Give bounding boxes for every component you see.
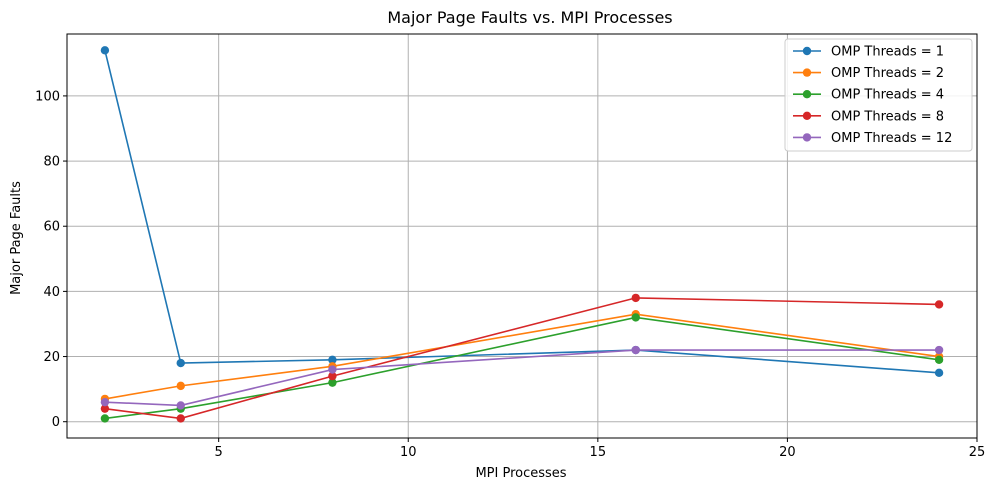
legend-label: OMP Threads = 2 bbox=[831, 66, 944, 81]
x-tick-label: 5 bbox=[215, 445, 223, 460]
series-5 bbox=[100, 345, 944, 410]
series-layer bbox=[100, 46, 944, 423]
data-point bbox=[100, 397, 110, 407]
data-point bbox=[328, 365, 337, 374]
y-tick-label: 60 bbox=[43, 220, 60, 235]
y-tick-label: 80 bbox=[43, 155, 60, 170]
data-point bbox=[934, 300, 944, 309]
legend-item: OMP Threads = 8 bbox=[793, 109, 944, 124]
legend-label: OMP Threads = 1 bbox=[831, 45, 944, 60]
legend-marker bbox=[802, 133, 812, 142]
x-tick-label: 25 bbox=[969, 445, 986, 460]
x-axis-label: MPI Processes bbox=[475, 466, 566, 481]
data-point bbox=[100, 414, 110, 423]
axis-ticks: 5 10 15 20 25 0 20 40 60 80 100 bbox=[35, 89, 985, 460]
y-tick-label: 100 bbox=[35, 89, 60, 104]
legend-label: OMP Threads = 12 bbox=[831, 131, 952, 146]
legend-item: OMP Threads = 12 bbox=[793, 131, 952, 146]
legend-label: OMP Threads = 4 bbox=[831, 88, 944, 103]
legend-marker bbox=[802, 68, 812, 77]
data-point bbox=[176, 401, 185, 410]
data-point bbox=[328, 371, 337, 381]
data-point bbox=[631, 313, 640, 322]
x-tick-label: 15 bbox=[590, 445, 607, 460]
data-point bbox=[631, 293, 640, 303]
legend-box bbox=[784, 38, 973, 152]
legend-marker bbox=[802, 90, 812, 99]
data-point bbox=[934, 355, 944, 365]
y-axis-label: Major Page Faults bbox=[9, 181, 24, 295]
chart-title: Major Page Faults vs. MPI Processes bbox=[387, 8, 672, 27]
legend-marker bbox=[802, 111, 812, 121]
legend-label: OMP Threads = 8 bbox=[831, 109, 944, 124]
legend-item: OMP Threads = 4 bbox=[793, 88, 944, 103]
series-line bbox=[104, 316, 940, 420]
y-tick-label: 20 bbox=[43, 350, 60, 365]
plot-area-frame bbox=[66, 33, 978, 439]
data-point bbox=[100, 46, 110, 55]
y-tick-label: 0 bbox=[52, 415, 60, 430]
data-point bbox=[176, 358, 185, 368]
x-tick-label: 10 bbox=[400, 445, 417, 460]
legend-item: OMP Threads = 2 bbox=[793, 66, 944, 81]
data-point bbox=[934, 368, 944, 378]
data-point bbox=[100, 404, 110, 413]
data-point bbox=[176, 414, 185, 423]
data-point bbox=[176, 381, 185, 391]
x-tick-label: 20 bbox=[779, 445, 796, 460]
legend-marker bbox=[802, 46, 812, 56]
legend: OMP Threads = 1 OMP Threads = 2 OMP Thread… bbox=[784, 38, 973, 152]
data-point bbox=[328, 355, 337, 365]
series-line bbox=[104, 349, 940, 407]
series-4 bbox=[100, 293, 944, 423]
data-point bbox=[934, 345, 944, 355]
legend-item: OMP Threads = 1 bbox=[793, 45, 944, 60]
data-point bbox=[328, 378, 337, 387]
y-tick-label: 40 bbox=[43, 285, 60, 300]
data-point bbox=[631, 345, 640, 355]
